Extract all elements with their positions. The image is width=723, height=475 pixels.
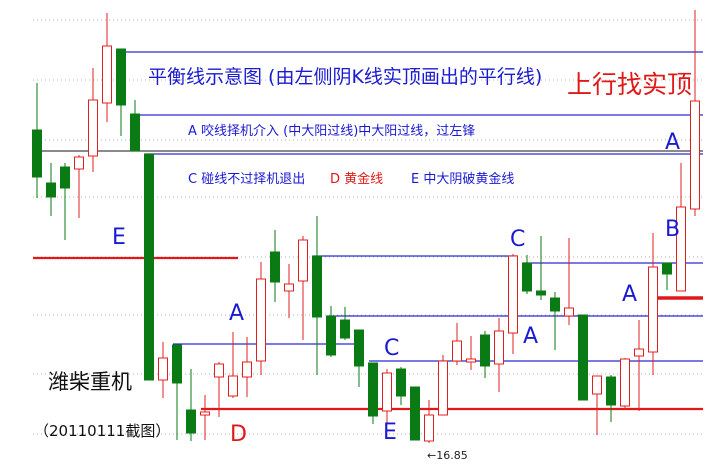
candle-up xyxy=(256,278,266,362)
point-label-d: D xyxy=(230,422,247,447)
low-price-label: ←16.85 xyxy=(427,449,468,462)
candle-up xyxy=(214,363,224,378)
candle-down xyxy=(270,251,280,283)
candle-up xyxy=(564,307,574,317)
candle-up xyxy=(200,411,210,416)
capture-date: （20110111截图） xyxy=(34,422,171,440)
candle-up xyxy=(634,348,644,357)
candle-up xyxy=(228,375,238,397)
candle-down xyxy=(662,262,672,275)
candle-down xyxy=(340,319,350,339)
point-label-a: A xyxy=(622,282,638,307)
candle-down xyxy=(312,255,322,318)
candle-up xyxy=(88,99,98,157)
candle-up xyxy=(452,340,462,362)
candle-down xyxy=(32,129,42,178)
point-label-a: A xyxy=(229,301,245,326)
candle-down xyxy=(354,329,364,367)
legend-e: E 中大阴破黄金线 xyxy=(411,172,515,187)
candle-up xyxy=(438,360,448,416)
candle-down xyxy=(116,48,126,106)
point-label-c: C xyxy=(510,227,526,252)
candle-up xyxy=(158,357,168,381)
candle-up xyxy=(592,375,602,395)
candle-up xyxy=(74,156,84,170)
point-label-e: E xyxy=(112,225,126,250)
point-label-b: B xyxy=(665,217,681,242)
candle-up xyxy=(242,361,252,378)
candle-down xyxy=(46,182,56,198)
candle-down xyxy=(396,368,406,397)
candle-down xyxy=(522,262,532,292)
legend-c: C 碰线不过择机退出 xyxy=(188,172,306,187)
point-label-a: A xyxy=(523,324,539,349)
candle-down xyxy=(144,153,154,381)
candle-down xyxy=(410,386,420,441)
candle-down xyxy=(536,290,546,296)
candle-down xyxy=(606,376,616,406)
candle-down xyxy=(368,362,378,417)
point-label-a: A xyxy=(665,130,681,155)
up-find-top-label: 上行找实顶 xyxy=(567,70,693,99)
legend-a: A 咬线择机介入 (中大阳过线)中大阳过线，过左锋 xyxy=(188,124,476,139)
candle-down xyxy=(130,113,140,152)
candle-down xyxy=(550,297,560,312)
candle-up xyxy=(102,45,112,104)
candle-up xyxy=(508,255,518,334)
point-label-e: E xyxy=(383,420,397,445)
candle-up xyxy=(494,330,504,365)
candle-up xyxy=(648,266,658,353)
candle-up xyxy=(466,358,476,363)
candle-down xyxy=(172,344,182,384)
candle-down xyxy=(326,315,336,356)
candle-up xyxy=(676,206,686,292)
candle-down xyxy=(578,314,588,401)
stock-name: 潍柴重机 xyxy=(48,370,132,394)
candle-up xyxy=(284,283,294,292)
candle-up xyxy=(298,239,308,282)
legend-d: D 黄金线 xyxy=(330,172,384,187)
candle-down xyxy=(480,334,490,367)
candle-down xyxy=(186,409,196,434)
candle-up xyxy=(424,414,434,442)
candle-up xyxy=(690,100,700,210)
candle-up xyxy=(620,358,630,407)
point-label-c: C xyxy=(384,336,400,361)
candle-down xyxy=(60,166,70,189)
candle-up xyxy=(382,372,392,412)
chart-title: 平衡线示意图 (由左侧阴K线实顶画出的平行线) xyxy=(148,66,543,88)
